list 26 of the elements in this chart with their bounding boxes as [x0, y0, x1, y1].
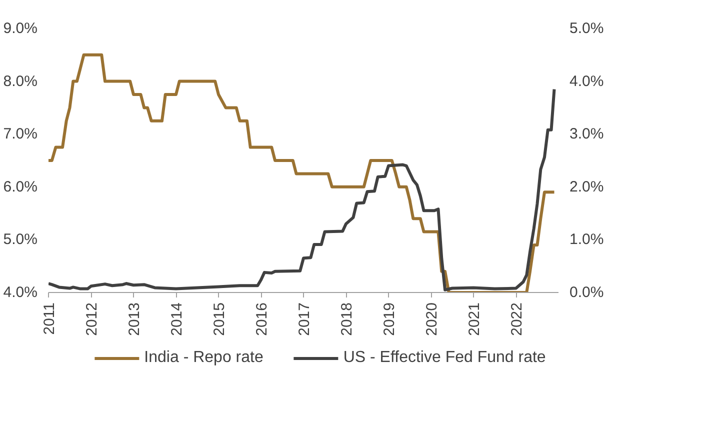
- x-tick-label: 2011: [41, 302, 58, 335]
- y-tick-label: 9.0%: [3, 20, 38, 37]
- y-tick-label: 6.0%: [3, 178, 38, 196]
- legend-label: India - Repo rate: [144, 349, 264, 367]
- x-tick-label: 2020: [424, 302, 440, 336]
- x-tick-label: 2021: [466, 302, 483, 336]
- x-tick-label: 2018: [338, 302, 356, 336]
- y2-tick-label: 0.0%: [570, 284, 604, 301]
- x-tick-label: 2016: [254, 302, 270, 336]
- y2-tick-label: 1.0%: [570, 231, 604, 248]
- y-tick-label: 8.0%: [3, 72, 38, 90]
- x-tick-label: 2012: [84, 302, 100, 336]
- x-tick-label: 2017: [296, 302, 313, 336]
- x-tick-label: 2022: [508, 302, 526, 336]
- x-tick-label: 2014: [168, 302, 186, 336]
- x-tick-label: 2015: [211, 302, 228, 336]
- y2-tick-label: 4.0%: [570, 72, 604, 90]
- y2-tick-label: 2.0%: [570, 178, 604, 196]
- y-tick-label: 7.0%: [3, 126, 38, 143]
- y-tick-label: 5.0%: [3, 231, 38, 248]
- y2-tick-label: 5.0%: [570, 20, 604, 37]
- y-tick-label: 4.0%: [3, 284, 38, 301]
- y2-tick-label: 3.0%: [570, 126, 604, 143]
- x-tick-label: 2019: [381, 302, 398, 336]
- legend-label: US - Effective Fed Fund rate: [343, 349, 546, 367]
- x-tick-label: 2013: [126, 302, 143, 336]
